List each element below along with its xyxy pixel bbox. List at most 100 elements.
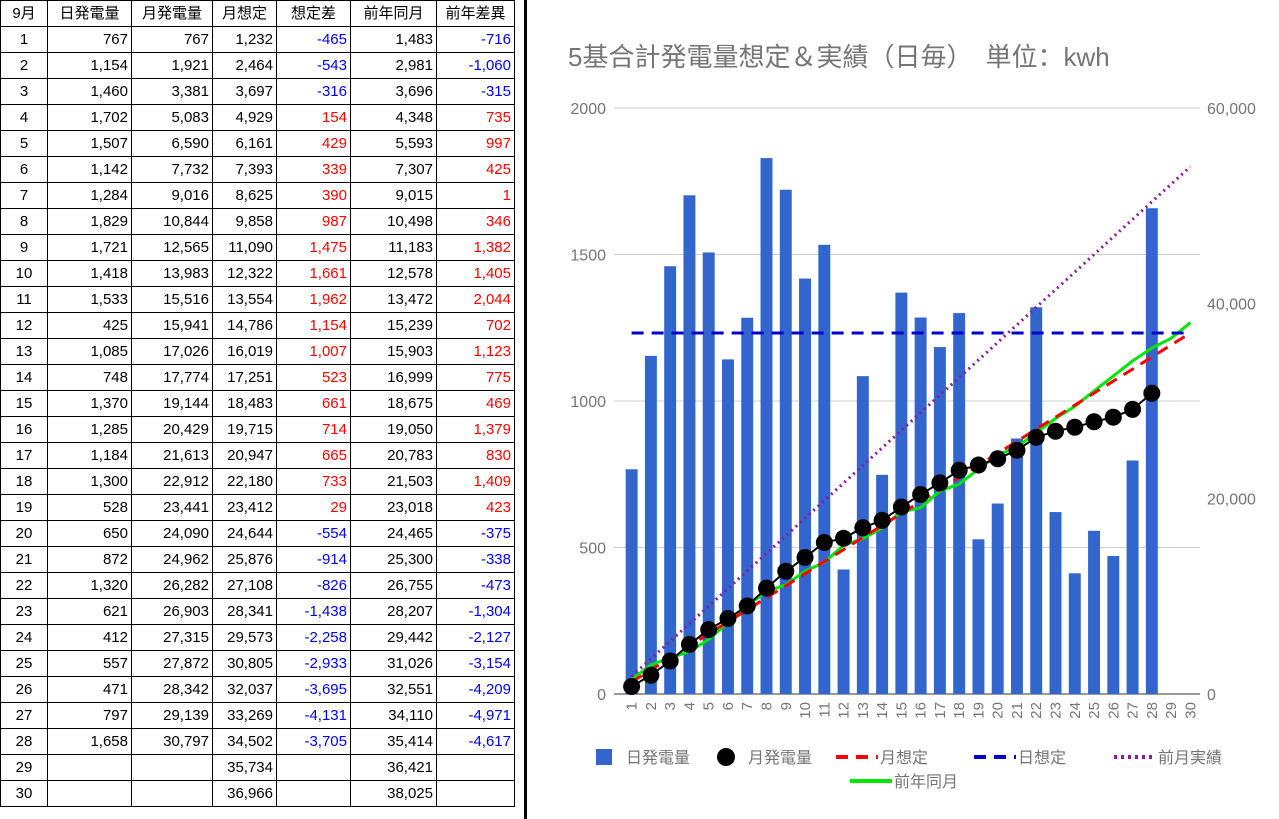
cell-monthly-estimate[interactable]: 8,625 xyxy=(212,182,277,209)
cell-monthly-estimate[interactable]: 13,554 xyxy=(212,286,277,313)
cell-monthly-generation[interactable]: 12,565 xyxy=(131,234,213,261)
cell-estimate-diff[interactable]: 339 xyxy=(276,156,351,183)
cell-estimate-diff[interactable]: -316 xyxy=(276,78,351,105)
cell-daily-generation[interactable]: 471 xyxy=(47,676,132,703)
cell-day[interactable]: 21 xyxy=(0,546,48,573)
cell-daily-generation[interactable]: 528 xyxy=(47,494,132,521)
cell-last-year[interactable]: 35,414 xyxy=(350,728,437,755)
cell-daily-generation[interactable]: 1,154 xyxy=(47,52,132,79)
cell-last-year-diff[interactable]: 702 xyxy=(436,312,515,339)
cell-daily-generation[interactable]: 1,721 xyxy=(47,234,132,261)
cell-daily-generation[interactable]: 412 xyxy=(47,624,132,651)
cell-monthly-estimate[interactable]: 35,734 xyxy=(212,754,277,781)
cell-last-year[interactable]: 26,755 xyxy=(350,572,437,599)
cell-estimate-diff[interactable]: 714 xyxy=(276,416,351,443)
cell-daily-generation[interactable]: 1,507 xyxy=(47,130,132,157)
cell-last-year[interactable]: 34,110 xyxy=(350,702,437,729)
cell-monthly-estimate[interactable]: 18,483 xyxy=(212,390,277,417)
cell-day[interactable]: 3 xyxy=(0,78,48,105)
cell-monthly-estimate[interactable]: 27,108 xyxy=(212,572,277,599)
cell-last-year-diff[interactable]: 1,123 xyxy=(436,338,515,365)
cell-last-year[interactable]: 15,903 xyxy=(350,338,437,365)
cell-last-year[interactable]: 24,465 xyxy=(350,520,437,547)
cell-last-year[interactable]: 11,183 xyxy=(350,234,437,261)
cell-last-year-diff[interactable]: 830 xyxy=(436,442,515,469)
cell-estimate-diff[interactable]: -4,131 xyxy=(276,702,351,729)
cell-monthly-generation[interactable]: 13,983 xyxy=(131,260,213,287)
cell-monthly-generation[interactable]: 767 xyxy=(131,26,213,53)
cell-daily-generation[interactable]: 1,300 xyxy=(47,468,132,495)
cell-monthly-estimate[interactable]: 23,412 xyxy=(212,494,277,521)
cell-day[interactable]: 26 xyxy=(0,676,48,703)
cell-monthly-estimate[interactable]: 29,573 xyxy=(212,624,277,651)
cell-estimate-diff[interactable]: 665 xyxy=(276,442,351,469)
cell-last-year-diff[interactable]: -4,971 xyxy=(436,702,515,729)
cell-last-year-diff[interactable]: -4,617 xyxy=(436,728,515,755)
cell-day[interactable]: 2 xyxy=(0,52,48,79)
cell-last-year[interactable]: 21,503 xyxy=(350,468,437,495)
cell-monthly-generation[interactable]: 28,342 xyxy=(131,676,213,703)
cell-day[interactable]: 10 xyxy=(0,260,48,287)
cell-monthly-generation[interactable]: 20,429 xyxy=(131,416,213,443)
cell-monthly-generation[interactable]: 24,962 xyxy=(131,546,213,573)
cell-monthly-estimate[interactable]: 28,341 xyxy=(212,598,277,625)
cell-monthly-estimate[interactable]: 20,947 xyxy=(212,442,277,469)
cell-monthly-estimate[interactable]: 17,251 xyxy=(212,364,277,391)
cell-monthly-estimate[interactable]: 14,786 xyxy=(212,312,277,339)
cell-last-year-diff[interactable] xyxy=(436,754,515,781)
cell-last-year-diff[interactable]: 423 xyxy=(436,494,515,521)
cell-last-year-diff[interactable]: -315 xyxy=(436,78,515,105)
cell-estimate-diff[interactable]: -826 xyxy=(276,572,351,599)
cell-daily-generation[interactable]: 1,320 xyxy=(47,572,132,599)
cell-day[interactable]: 4 xyxy=(0,104,48,131)
cell-last-year-diff[interactable]: 1,382 xyxy=(436,234,515,261)
cell-day[interactable]: 6 xyxy=(0,156,48,183)
cell-last-year-diff[interactable]: -2,127 xyxy=(436,624,515,651)
col-header-last-year[interactable]: 前年同月 xyxy=(350,0,437,27)
cell-monthly-generation[interactable]: 6,590 xyxy=(131,130,213,157)
cell-estimate-diff[interactable]: 1,475 xyxy=(276,234,351,261)
cell-monthly-generation[interactable]: 29,139 xyxy=(131,702,213,729)
col-header-daily-generation[interactable]: 日発電量 xyxy=(47,0,132,27)
col-header-estimate-diff[interactable]: 想定差 xyxy=(276,0,351,27)
cell-monthly-estimate[interactable]: 19,715 xyxy=(212,416,277,443)
cell-day[interactable]: 8 xyxy=(0,208,48,235)
cell-last-year-diff[interactable]: 346 xyxy=(436,208,515,235)
cell-estimate-diff[interactable]: -543 xyxy=(276,52,351,79)
cell-last-year[interactable]: 36,421 xyxy=(350,754,437,781)
cell-day[interactable]: 12 xyxy=(0,312,48,339)
cell-last-year-diff[interactable]: 469 xyxy=(436,390,515,417)
cell-monthly-estimate[interactable]: 3,697 xyxy=(212,78,277,105)
cell-last-year-diff[interactable]: 735 xyxy=(436,104,515,131)
cell-estimate-diff[interactable]: -3,695 xyxy=(276,676,351,703)
cell-last-year-diff[interactable]: 997 xyxy=(436,130,515,157)
cell-day[interactable]: 29 xyxy=(0,754,48,781)
cell-monthly-generation[interactable]: 19,144 xyxy=(131,390,213,417)
cell-estimate-diff[interactable] xyxy=(276,780,351,807)
cell-day[interactable]: 14 xyxy=(0,364,48,391)
cell-monthly-generation[interactable]: 26,903 xyxy=(131,598,213,625)
cell-last-year[interactable]: 13,472 xyxy=(350,286,437,313)
cell-estimate-diff[interactable]: 523 xyxy=(276,364,351,391)
cell-last-year-diff[interactable]: -338 xyxy=(436,546,515,573)
cell-daily-generation[interactable]: 1,284 xyxy=(47,182,132,209)
cell-estimate-diff[interactable]: 429 xyxy=(276,130,351,157)
cell-last-year-diff[interactable]: -716 xyxy=(436,26,515,53)
cell-daily-generation[interactable]: 1,184 xyxy=(47,442,132,469)
cell-monthly-estimate[interactable]: 22,180 xyxy=(212,468,277,495)
cell-estimate-diff[interactable]: -2,258 xyxy=(276,624,351,651)
cell-monthly-generation[interactable]: 26,282 xyxy=(131,572,213,599)
cell-estimate-diff[interactable]: -914 xyxy=(276,546,351,573)
cell-monthly-generation[interactable]: 17,774 xyxy=(131,364,213,391)
cell-estimate-diff[interactable]: 1,154 xyxy=(276,312,351,339)
cell-day[interactable]: 30 xyxy=(0,780,48,807)
cell-last-year-diff[interactable]: 2,044 xyxy=(436,286,515,313)
cell-last-year[interactable]: 18,675 xyxy=(350,390,437,417)
cell-daily-generation[interactable]: 621 xyxy=(47,598,132,625)
cell-estimate-diff[interactable]: 1,661 xyxy=(276,260,351,287)
col-header-day[interactable]: 9月 xyxy=(0,0,48,27)
cell-last-year[interactable]: 16,999 xyxy=(350,364,437,391)
cell-monthly-generation[interactable]: 15,516 xyxy=(131,286,213,313)
cell-daily-generation[interactable]: 1,085 xyxy=(47,338,132,365)
cell-monthly-estimate[interactable]: 30,805 xyxy=(212,650,277,677)
